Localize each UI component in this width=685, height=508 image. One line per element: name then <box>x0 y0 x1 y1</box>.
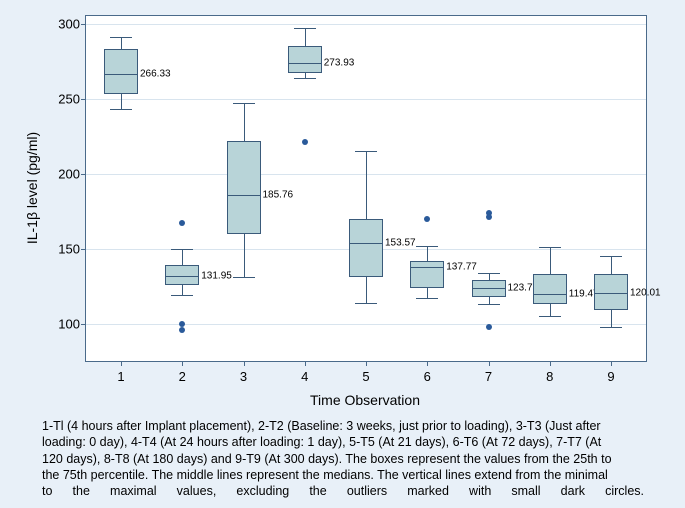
y-tick-mark <box>81 174 86 175</box>
outlier-point <box>302 139 308 145</box>
box <box>594 274 628 310</box>
plot-area: 100150200250300123456789266.33131.95185.… <box>85 15 647 362</box>
median-line <box>533 294 567 295</box>
median-line <box>349 243 383 244</box>
whisker-upper <box>182 249 183 266</box>
whisker-upper <box>489 273 490 281</box>
outlier-point <box>179 327 185 333</box>
whisker-upper <box>121 37 122 49</box>
whisker-cap <box>355 303 377 304</box>
whisker-cap <box>416 246 438 247</box>
whisker-lower <box>611 310 612 327</box>
x-tick-mark <box>182 361 183 366</box>
x-axis-title: Time Observation <box>310 392 420 408</box>
x-tick-mark <box>366 361 367 366</box>
figure-caption: 1-Tl (4 hours after Implant placement), … <box>42 418 644 499</box>
whisker-cap <box>110 37 132 38</box>
median-label: 185.76 <box>263 189 294 200</box>
whisker-cap <box>233 277 255 278</box>
median-line <box>410 267 444 268</box>
box <box>227 141 261 234</box>
median-label: 273.93 <box>324 57 355 68</box>
median-label: 120.01 <box>630 288 661 299</box>
x-tick-mark <box>489 361 490 366</box>
caption-line: 120 days), 8-T8 (At 180 days) and 9-T9 (… <box>42 451 644 467</box>
whisker-lower <box>244 234 245 278</box>
y-tick-mark <box>81 324 86 325</box>
x-tick-mark <box>305 361 306 366</box>
median-label: 153.57 <box>385 238 416 249</box>
whisker-upper <box>366 151 367 219</box>
whisker-cap <box>478 273 500 274</box>
median-label: 131.95 <box>201 270 232 281</box>
whisker-cap <box>294 28 316 29</box>
outlier-point <box>179 220 185 226</box>
whisker-upper <box>244 103 245 141</box>
outlier-point <box>486 214 492 220</box>
grid-line <box>86 324 646 325</box>
whisker-cap <box>233 103 255 104</box>
outlier-point <box>486 324 492 330</box>
box <box>104 49 138 94</box>
caption-line: 1-Tl (4 hours after Implant placement), … <box>42 418 644 434</box>
box <box>533 274 567 304</box>
whisker-lower <box>182 285 183 296</box>
whisker-lower <box>121 94 122 109</box>
whisker-upper <box>550 247 551 274</box>
median-label: 266.33 <box>140 69 171 80</box>
median-line <box>165 276 199 277</box>
whisker-lower <box>427 288 428 299</box>
whisker-cap <box>294 78 316 79</box>
whisker-upper <box>427 246 428 261</box>
median-line <box>594 293 628 294</box>
x-tick-mark <box>244 361 245 366</box>
whisker-cap <box>600 327 622 328</box>
whisker-cap <box>171 249 193 250</box>
x-tick-mark <box>611 361 612 366</box>
whisker-lower <box>550 304 551 316</box>
x-tick-mark <box>550 361 551 366</box>
whisker-lower <box>489 297 490 305</box>
caption-line: loading: 0 day), 4-T4 (At 24 hours after… <box>42 434 644 450</box>
x-tick-mark <box>121 361 122 366</box>
whisker-lower <box>366 277 367 303</box>
box <box>349 219 383 278</box>
box <box>410 261 444 288</box>
y-tick-mark <box>81 249 86 250</box>
median-line <box>288 63 322 64</box>
whisker-cap <box>478 304 500 305</box>
median-line <box>227 195 261 196</box>
median-line <box>104 74 138 75</box>
caption-line: the 75th percentile. The middle lines re… <box>42 467 644 483</box>
whisker-upper <box>305 28 306 46</box>
median-line <box>472 288 506 289</box>
x-tick-mark <box>427 361 428 366</box>
y-tick-mark <box>81 99 86 100</box>
whisker-cap <box>600 256 622 257</box>
whisker-cap <box>110 109 132 110</box>
whisker-upper <box>611 256 612 274</box>
y-axis-title: IL-1β level (pg/ml) <box>24 132 40 244</box>
whisker-cap <box>355 151 377 152</box>
whisker-cap <box>539 316 561 317</box>
whisker-cap <box>416 298 438 299</box>
outlier-point <box>424 216 430 222</box>
grid-line <box>86 99 646 100</box>
grid-line <box>86 24 646 25</box>
y-tick-mark <box>81 24 86 25</box>
caption-line: to the maximal values, excluding the out… <box>42 483 644 499</box>
box <box>288 46 322 73</box>
figure-container: IL-1β level (pg/ml) Time Observation 100… <box>0 0 685 508</box>
whisker-cap <box>171 295 193 296</box>
whisker-cap <box>539 247 561 248</box>
median-label: 137.77 <box>446 261 477 272</box>
